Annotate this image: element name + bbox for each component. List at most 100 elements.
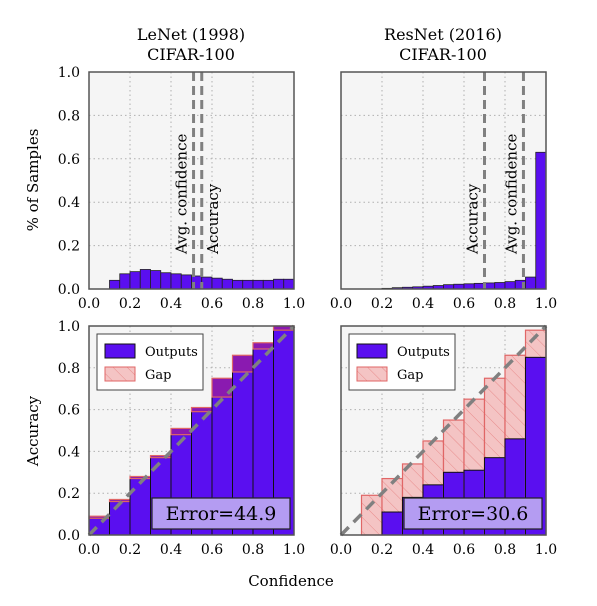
y-tick-label: 0.2 [58,239,80,255]
y-tick-label: 0.2 [58,486,80,502]
histogram-bar [273,278,285,290]
histogram-bar [504,281,516,290]
histogram-bar [232,279,244,290]
x-tick-label: 0.4 [412,296,434,312]
histogram-bar [119,273,131,290]
error-box [403,497,543,530]
legend-swatch-gap-hatch [105,367,135,381]
gap-bar [231,354,254,373]
histogram-bar [535,151,547,290]
histogram-bar [221,278,233,290]
vline-label: Accuracy [464,183,482,255]
xlabel-confidence: Confidence [248,572,334,590]
subtitle-lenet: CIFAR-100 [147,45,235,64]
x-tick-label: 1.0 [535,542,557,558]
error-box [151,497,291,530]
histogram-bar [180,274,192,290]
x-tick-label: 0.8 [494,542,516,558]
ylabel-accuracy: Accuracy [24,395,42,467]
error-label: Error=30.6 [418,503,529,525]
histogram-bar [473,282,485,290]
histogram-bar [129,271,141,290]
panel-hist-lenet: Avg. confidence Accuracy 0.0 0.2 0.4 0.6 0.8 1.… [58,65,305,312]
histogram-bar [463,283,475,290]
vline-label: Avg. confidence [502,134,520,255]
y-tick-label: 0.8 [58,108,80,124]
histogram-bar [150,270,162,290]
legend-swatch-outputs [356,343,388,359]
y-tick-label: 0.6 [58,152,80,168]
x-tick-label: 0.6 [201,542,223,558]
y-tick-label: 0.0 [58,528,80,544]
outputs-bar [129,478,151,536]
vline-label: Accuracy [204,183,222,255]
x-tick-label: 0.8 [494,296,516,312]
x-tick-label: 0.0 [330,296,352,312]
panel-rel-resnet: Outputs Gap Error=30.6 0.0 0.2 0.4 0.6 0.8 1.0 [330,324,557,558]
x-tick-label: 0.6 [453,542,475,558]
legend-label-gap: Gap [145,368,171,383]
legend-swatch-gap-hatch [357,367,387,381]
axes-frame [88,71,295,290]
histogram-bar [525,276,537,290]
subtitle-resnet: CIFAR-100 [399,45,487,64]
histogram-bar [109,279,121,290]
panel-rel-lenet: Outputs Gap Error=44.9 0.0 0.2 0.4 0.6 0.8 1.0 0.… [58,319,305,558]
y-tick-label: 0.4 [58,195,80,211]
panel-background [89,72,294,289]
panel-background [341,72,546,289]
x-tick-label: 0.0 [78,296,100,312]
x-tick-label: 0.6 [201,296,223,312]
title-lenet: LeNet (1998) [137,25,245,44]
axes-frame [88,325,295,536]
histogram-bar [160,272,172,290]
ylabel-samples: % of Samples [24,129,42,232]
x-tick-label: 0.6 [453,296,475,312]
histogram-bar [283,278,295,290]
panel-hist-resnet: Accuracy Avg. confidence 0.0 0.2 0.4 0.6 0.8 1.… [330,71,557,312]
histogram-bar [211,277,223,290]
x-tick-label: 0.0 [330,542,352,558]
x-tick-label: 0.2 [371,296,393,312]
outputs-bar [381,511,403,536]
legend-swatch-outputs [104,343,136,359]
x-tick-label: 0.8 [242,296,264,312]
x-tick-label: 0.2 [371,542,393,558]
x-tick-label: 0.4 [160,542,182,558]
legend-label-gap: Gap [397,368,423,383]
histogram-bar [262,279,274,290]
title-resnet: ResNet (2016) [384,25,502,44]
vline-label: Avg. confidence [173,134,191,255]
legend-label-outputs: Outputs [145,345,198,360]
y-tick-label: 1.0 [58,65,80,81]
perfect-calibration-line [339,324,548,537]
y-tick-label: 0.8 [58,361,80,377]
y-tick-label: 0.6 [58,403,80,419]
histogram-bar [201,276,213,290]
y-tick-label: 1.0 [58,319,80,335]
x-tick-label: 1.0 [535,296,557,312]
error-label: Error=44.9 [166,503,277,525]
x-tick-label: 0.4 [412,542,434,558]
x-tick-label: 1.0 [283,542,305,558]
legend-label-outputs: Outputs [397,345,450,360]
histogram-bar [494,282,506,290]
x-tick-label: 1.0 [283,296,305,312]
axes-frame [340,71,547,290]
outputs-bar [109,501,131,536]
y-tick-label: 0.4 [58,444,80,460]
x-tick-label: 0.2 [119,296,141,312]
x-tick-label: 0.0 [78,542,100,558]
histogram-bar [252,279,264,290]
x-tick-label: 0.4 [160,296,182,312]
histogram-bar [484,282,496,290]
gap-hatch [361,495,382,535]
histogram-bar [170,273,182,290]
x-tick-label: 0.8 [242,542,264,558]
perfect-calibration-line [87,324,296,537]
gap-bar [170,427,193,436]
x-tick-label: 0.2 [119,542,141,558]
histogram-bar [242,279,254,290]
y-tick-label: 0.0 [58,282,80,298]
